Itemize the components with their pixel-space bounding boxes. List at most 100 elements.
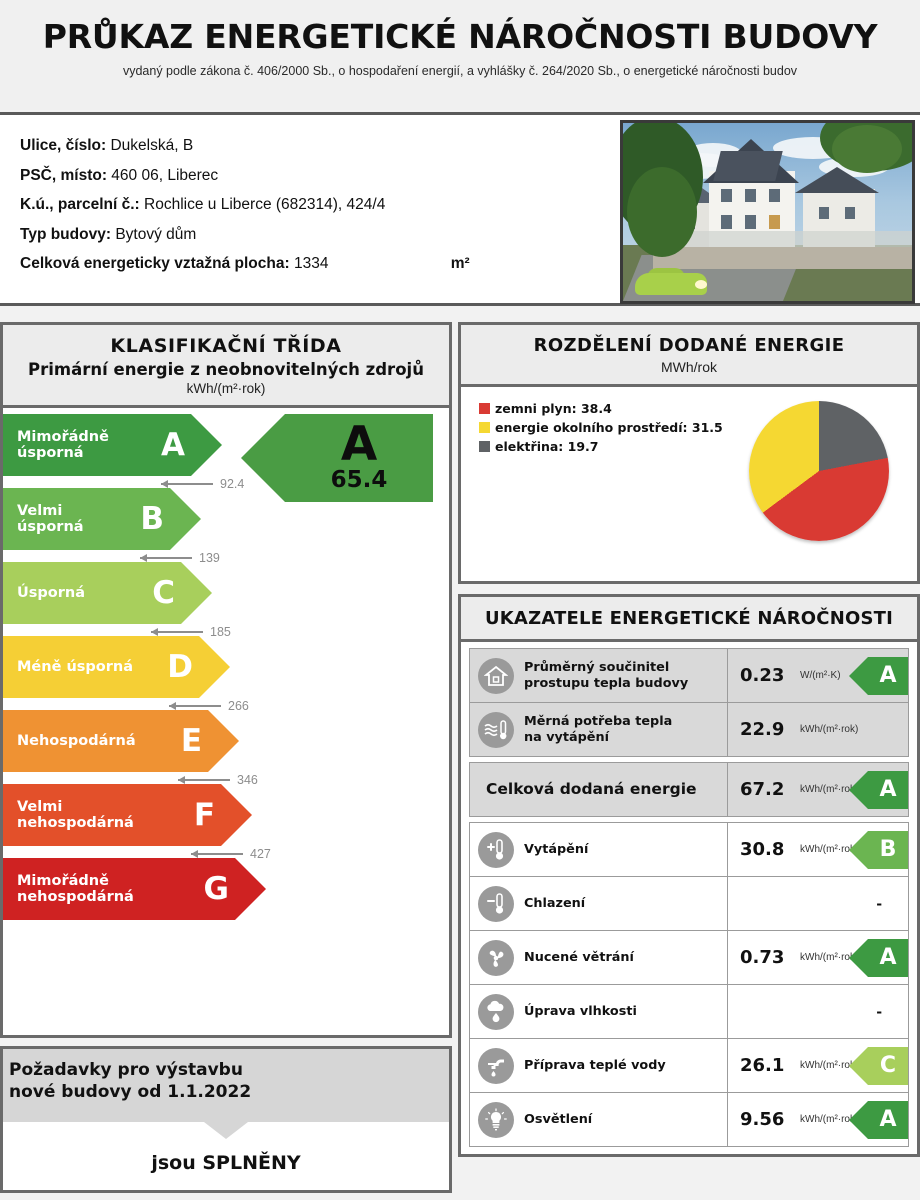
indicator-value-cell: 26.1 kWh/(m²·rok) C [728,1039,908,1092]
field-area: Celková energeticky vztažná plocha: 1334… [20,255,620,273]
thermometer-plus-icon [478,831,514,868]
field-street: Ulice, číslo: Dukelská, B [20,137,620,155]
building-identity-block: Ulice, číslo: Dukelská, B PSČ, místo: 46… [0,112,920,306]
threshold-value: 92.4 [220,477,245,491]
threshold-value: 185 [210,625,231,639]
indicator-class-badge: A [849,1100,908,1139]
pie-legend: zemni plyn: 38.4 energie okolního prostře… [479,401,723,458]
threshold-arrow-icon [140,555,192,561]
energy-band-a: Mimořádně úsporná A 92.4 [3,414,449,491]
indicator-value-cell: 22.9 kWh/(m²·rok) [728,703,908,756]
threshold-value: 427 [250,847,271,861]
indicators-header: UKAZATELE ENERGETICKÉ NÁROČNOSTI [461,597,917,642]
threshold-arrow-icon [191,851,243,857]
energy-band-e: Nehospodárná E 346 [3,710,449,787]
band-letter: G [203,871,229,907]
indicator-label-cell: Nucené větrání [470,931,728,984]
field-street-label: Ulice, číslo: [20,137,107,154]
classification-subtitle: Primární energie z neobnovitelných zdroj… [28,360,424,379]
main-content: KLASIFIKAČNÍ TŘÍDA Primární energie z ne… [0,306,920,1200]
indicator-row: Celková dodaná energie 67.2 kWh/(m²·rok) A [469,762,909,817]
energy-band-d: Méně úsporná D 266 [3,636,449,713]
photo-tree-left [627,167,697,257]
band-letter: B [140,501,164,537]
legend-swatch-icon [479,422,490,433]
field-cadastre-value: Rochlice u Liberce (682314), 424/4 [144,196,386,213]
band-bar: Mimořádně úsporná A [3,414,222,476]
band-bar: Úsporná C [3,562,212,624]
band-letter: F [193,797,215,833]
legend-swatch-icon [479,441,490,452]
photo-window [819,207,829,219]
band-bar: Velmi úsporná B [3,488,201,550]
band-bar: Méně úsporná D [3,636,230,698]
threshold-arrow-icon [169,703,221,709]
house-icon [478,657,514,694]
field-zip-label: PSČ, místo: [20,166,107,184]
indicator-label-cell: Celková dodaná energie [470,763,728,816]
band-letter: D [167,649,193,685]
indicator-value: 30.8 [740,839,785,860]
fan-icon [478,939,514,976]
overall-rating-letter: A [340,416,378,472]
indicator-value: 22.9 [740,719,785,740]
indicator-value-cell: 30.8 kWh/(m²·rok) B [728,823,908,876]
band-threshold-f: 427 [191,847,271,861]
legend-label: zemni plyn: 38.4 [495,401,612,416]
indicator-class-badge: A [849,938,908,977]
band-label: Méně úsporná [17,658,134,675]
band-threshold-a: 92.4 [161,477,245,491]
classification-header: KLASIFIKAČNÍ TŘÍDA Primární energie z ne… [3,325,449,408]
indicator-name: Osvětlení [524,1111,593,1127]
requirements-line-1: Požadavky pro výstavbu [9,1060,243,1080]
indicator-label-cell: Chlazení [470,877,728,930]
classification-unit: kWh/(m²·rok) [186,381,266,396]
band-threshold-c: 185 [151,625,231,639]
indicator-row: Úprava vlhkosti - [469,984,909,1039]
threshold-value: 266 [228,699,249,713]
field-cadastre-label: K.ú., parcelní č.: [20,196,140,213]
field-building-type-label: Typ budovy: [20,225,111,243]
indicator-row: Příprava teplé vody 26.1 kWh/(m²·rok) C [469,1038,909,1093]
energy-distribution-title: ROZDĚLENÍ DODANÉ ENERGIE [533,335,845,356]
requirements-panel: Požadavky pro výstavbu nové budovy od 1.… [0,1046,452,1193]
indicator-unit: kWh/(m²·rok) [800,1114,859,1125]
band-letter: A [161,427,185,463]
legend-label: energie okolního prostředí: 31.5 [495,420,723,435]
band-label: Úsporná [17,584,86,601]
band-letter: C [152,575,175,611]
overall-rating-badge: A 65.4 [241,414,433,502]
energy-band-c: Úsporná C 185 [3,562,449,639]
indicator-row: Měrná potřeba tepla na vytápění 22.9 kWh/(… [469,702,909,757]
photo-window [745,215,756,229]
indicator-unit: W/(m²·K) [800,670,841,681]
threshold-value: 346 [237,773,258,787]
energy-band-b: Velmi úsporná B 139 [3,488,449,565]
indicator-value-cell: 9.56 kWh/(m²·rok) A [728,1093,908,1146]
legend-item: energie okolního prostředí: 31.5 [479,420,723,435]
indicator-class-badge: A [849,770,908,809]
indicator-name: Průměrný součinitel prostupu tepla budov… [524,660,689,691]
band-label: Mimořádně úsporná [17,428,109,461]
photo-roof-main-side [713,151,783,181]
energy-band-f: Velmi nehospodárná F 427 [3,784,449,861]
indicator-value: 0.73 [740,947,785,968]
energy-band-g: Mimořádně nehospodárná G [3,858,449,932]
indicator-class-badge: A [849,656,908,695]
overall-rating-value: 65.4 [330,467,388,494]
building-photo [620,120,915,304]
field-zip: PSČ, místo: 460 06, Liberec [20,167,620,185]
band-label: Mimořádně nehospodárná [17,872,134,905]
indicator-value: 0.23 [740,665,785,686]
indicator-value: 67.2 [740,779,785,800]
indicator-value: 26.1 [740,1055,785,1076]
indicator-unit: kWh/(m²·rok) [800,724,859,735]
band-letter: E [180,723,202,759]
indicator-label-cell: Úprava vlhkosti [470,985,728,1038]
indicator-label-cell: Osvětlení [470,1093,728,1146]
indicator-value: 9.56 [740,1109,785,1130]
band-label: Velmi nehospodárná [17,798,134,831]
indicators-title: UKAZATELE ENERGETICKÉ NÁROČNOSTI [484,608,894,629]
photo-window [721,189,732,202]
